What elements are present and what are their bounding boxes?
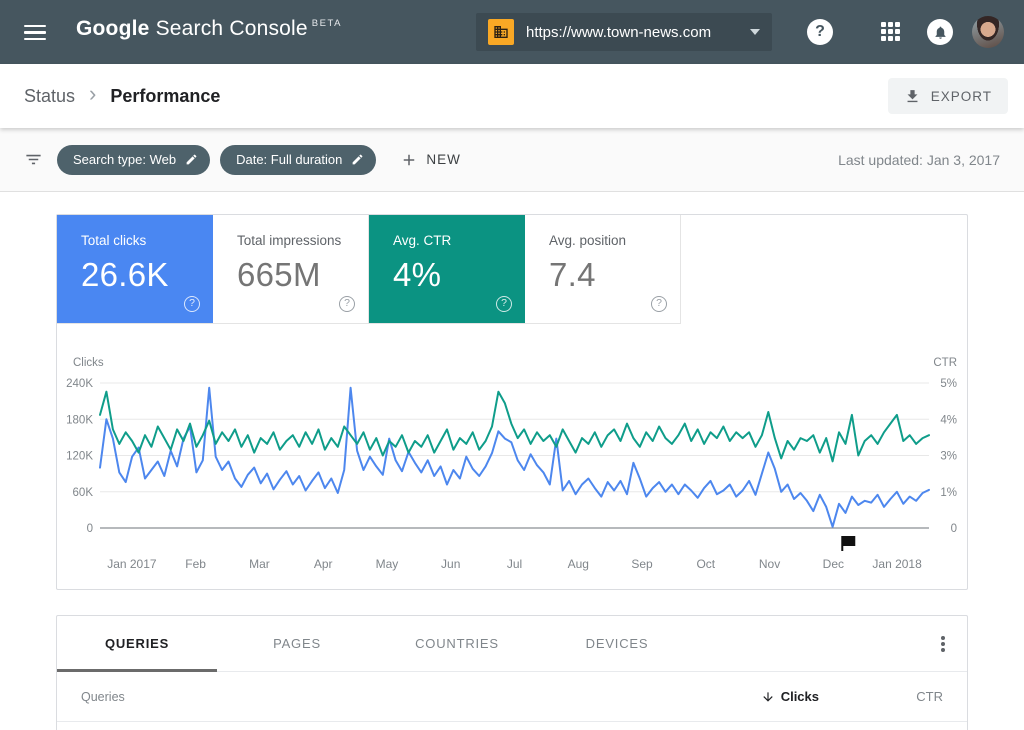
chevron-down-icon <box>750 29 760 35</box>
last-updated-text: Last updated: Jan 3, 2017 <box>838 152 1000 168</box>
edit-pencil-icon <box>185 153 198 166</box>
app-logo: Google Search ConsoleBETA <box>76 17 342 41</box>
plus-icon <box>400 151 418 169</box>
svg-text:180K: 180K <box>66 414 93 426</box>
svg-text:Clicks: Clicks <box>73 357 104 369</box>
building-icon <box>488 19 514 45</box>
metric-tile-avg-ctr[interactable]: Avg. CTR 4% ? <box>369 215 525 324</box>
metric-tile-avg-position[interactable]: Avg. position 7.4 ? <box>525 215 681 324</box>
svg-text:60K: 60K <box>73 487 94 499</box>
apps-grid-icon[interactable] <box>881 22 901 42</box>
filter-chip-date[interactable]: Date: Full duration <box>220 145 376 175</box>
svg-text:240K: 240K <box>66 378 93 390</box>
svg-text:Nov: Nov <box>759 557 780 571</box>
notifications-bell-icon[interactable] <box>927 19 953 45</box>
svg-text:Jul: Jul <box>507 557 522 571</box>
help-icon[interactable]: ? <box>651 296 667 312</box>
column-header-clicks-sorted[interactable]: Clicks <box>761 689 819 704</box>
column-header-ctr[interactable]: CTR <box>819 689 943 704</box>
beta-badge: BETA <box>312 18 342 29</box>
metric-tile-total-clicks[interactable]: Total clicks 26.6K ? <box>57 215 213 324</box>
svg-text:0: 0 <box>951 523 957 535</box>
help-icon[interactable]: ? <box>807 19 833 45</box>
help-icon[interactable]: ? <box>496 296 512 312</box>
page-title: Performance <box>110 86 220 107</box>
help-icon[interactable]: ? <box>339 296 355 312</box>
column-header-queries: Queries <box>81 690 125 704</box>
download-icon <box>904 88 921 105</box>
svg-text:4%: 4% <box>940 414 957 426</box>
svg-text:Apr: Apr <box>314 557 333 571</box>
top-app-bar: Google Search ConsoleBETA https://www.to… <box>0 0 1024 64</box>
new-filter-button[interactable]: NEW <box>400 151 461 169</box>
property-selector[interactable]: https://www.town-news.com <box>476 13 772 51</box>
svg-text:May: May <box>376 557 399 571</box>
tab-pages[interactable]: PAGES <box>217 616 377 671</box>
svg-text:Aug: Aug <box>568 557 589 571</box>
sort-arrow-down-icon <box>761 690 775 704</box>
metric-tile-total-impressions[interactable]: Total impressions 665M ? <box>213 215 369 324</box>
svg-text:Dec: Dec <box>823 557 844 571</box>
export-button[interactable]: EXPORT <box>888 78 1008 114</box>
svg-text:Feb: Feb <box>185 557 206 571</box>
svg-text:Jun: Jun <box>441 557 460 571</box>
svg-text:CTR: CTR <box>933 357 957 369</box>
queries-table-card: QUERIES PAGES COUNTRIES DEVICES Queries … <box>56 615 968 730</box>
tab-countries[interactable]: COUNTRIES <box>377 616 537 671</box>
metric-tiles: Total clicks 26.6K ? Total impressions 6… <box>57 215 967 324</box>
svg-text:0: 0 <box>87 523 93 535</box>
filter-bar: Search type: Web Date: Full duration NEW… <box>0 128 1024 192</box>
more-menu-icon[interactable] <box>941 616 967 671</box>
user-avatar[interactable] <box>972 16 1004 48</box>
svg-text:Jan 2017: Jan 2017 <box>107 557 157 571</box>
clicks-ctr-line-chart: Clicks CTR 240K 5% 180K 4% 120K 3% 60K 1% 0 0 Jan 20… <box>57 324 967 590</box>
property-url: https://www.town-news.com <box>526 24 744 41</box>
svg-text:1%: 1% <box>940 487 957 499</box>
performance-chart-card: Total clicks 26.6K ? Total impressions 6… <box>56 214 968 590</box>
breadcrumb-status[interactable]: Status <box>24 86 75 107</box>
table-header-row: Queries Clicks CTR <box>57 672 967 722</box>
svg-text:5%: 5% <box>940 378 957 390</box>
dimension-tabs: QUERIES PAGES COUNTRIES DEVICES <box>57 616 967 672</box>
svg-text:120K: 120K <box>66 451 93 463</box>
page: Google Search ConsoleBETA https://www.to… <box>0 0 1024 730</box>
edit-pencil-icon <box>351 153 364 166</box>
svg-text:Mar: Mar <box>249 557 270 571</box>
annotation-flag-icon[interactable] <box>842 536 855 546</box>
filter-list-icon[interactable] <box>24 150 43 169</box>
filter-chip-search-type[interactable]: Search type: Web <box>57 145 210 175</box>
help-icon[interactable]: ? <box>184 296 200 312</box>
tab-queries[interactable]: QUERIES <box>57 616 217 671</box>
chart-canvas: Clicks CTR 240K 5% 180K 4% 120K 3% 60K 1% 0 0 Jan 20… <box>57 324 969 590</box>
svg-text:Jan 2018: Jan 2018 <box>872 557 922 571</box>
svg-text:Sep: Sep <box>631 557 653 571</box>
hamburger-menu-icon[interactable] <box>24 25 46 40</box>
tab-devices[interactable]: DEVICES <box>537 616 697 671</box>
breadcrumb-bar: Status › Performance EXPORT <box>0 64 1024 128</box>
svg-text:Oct: Oct <box>696 557 715 571</box>
svg-text:3%: 3% <box>940 451 957 463</box>
